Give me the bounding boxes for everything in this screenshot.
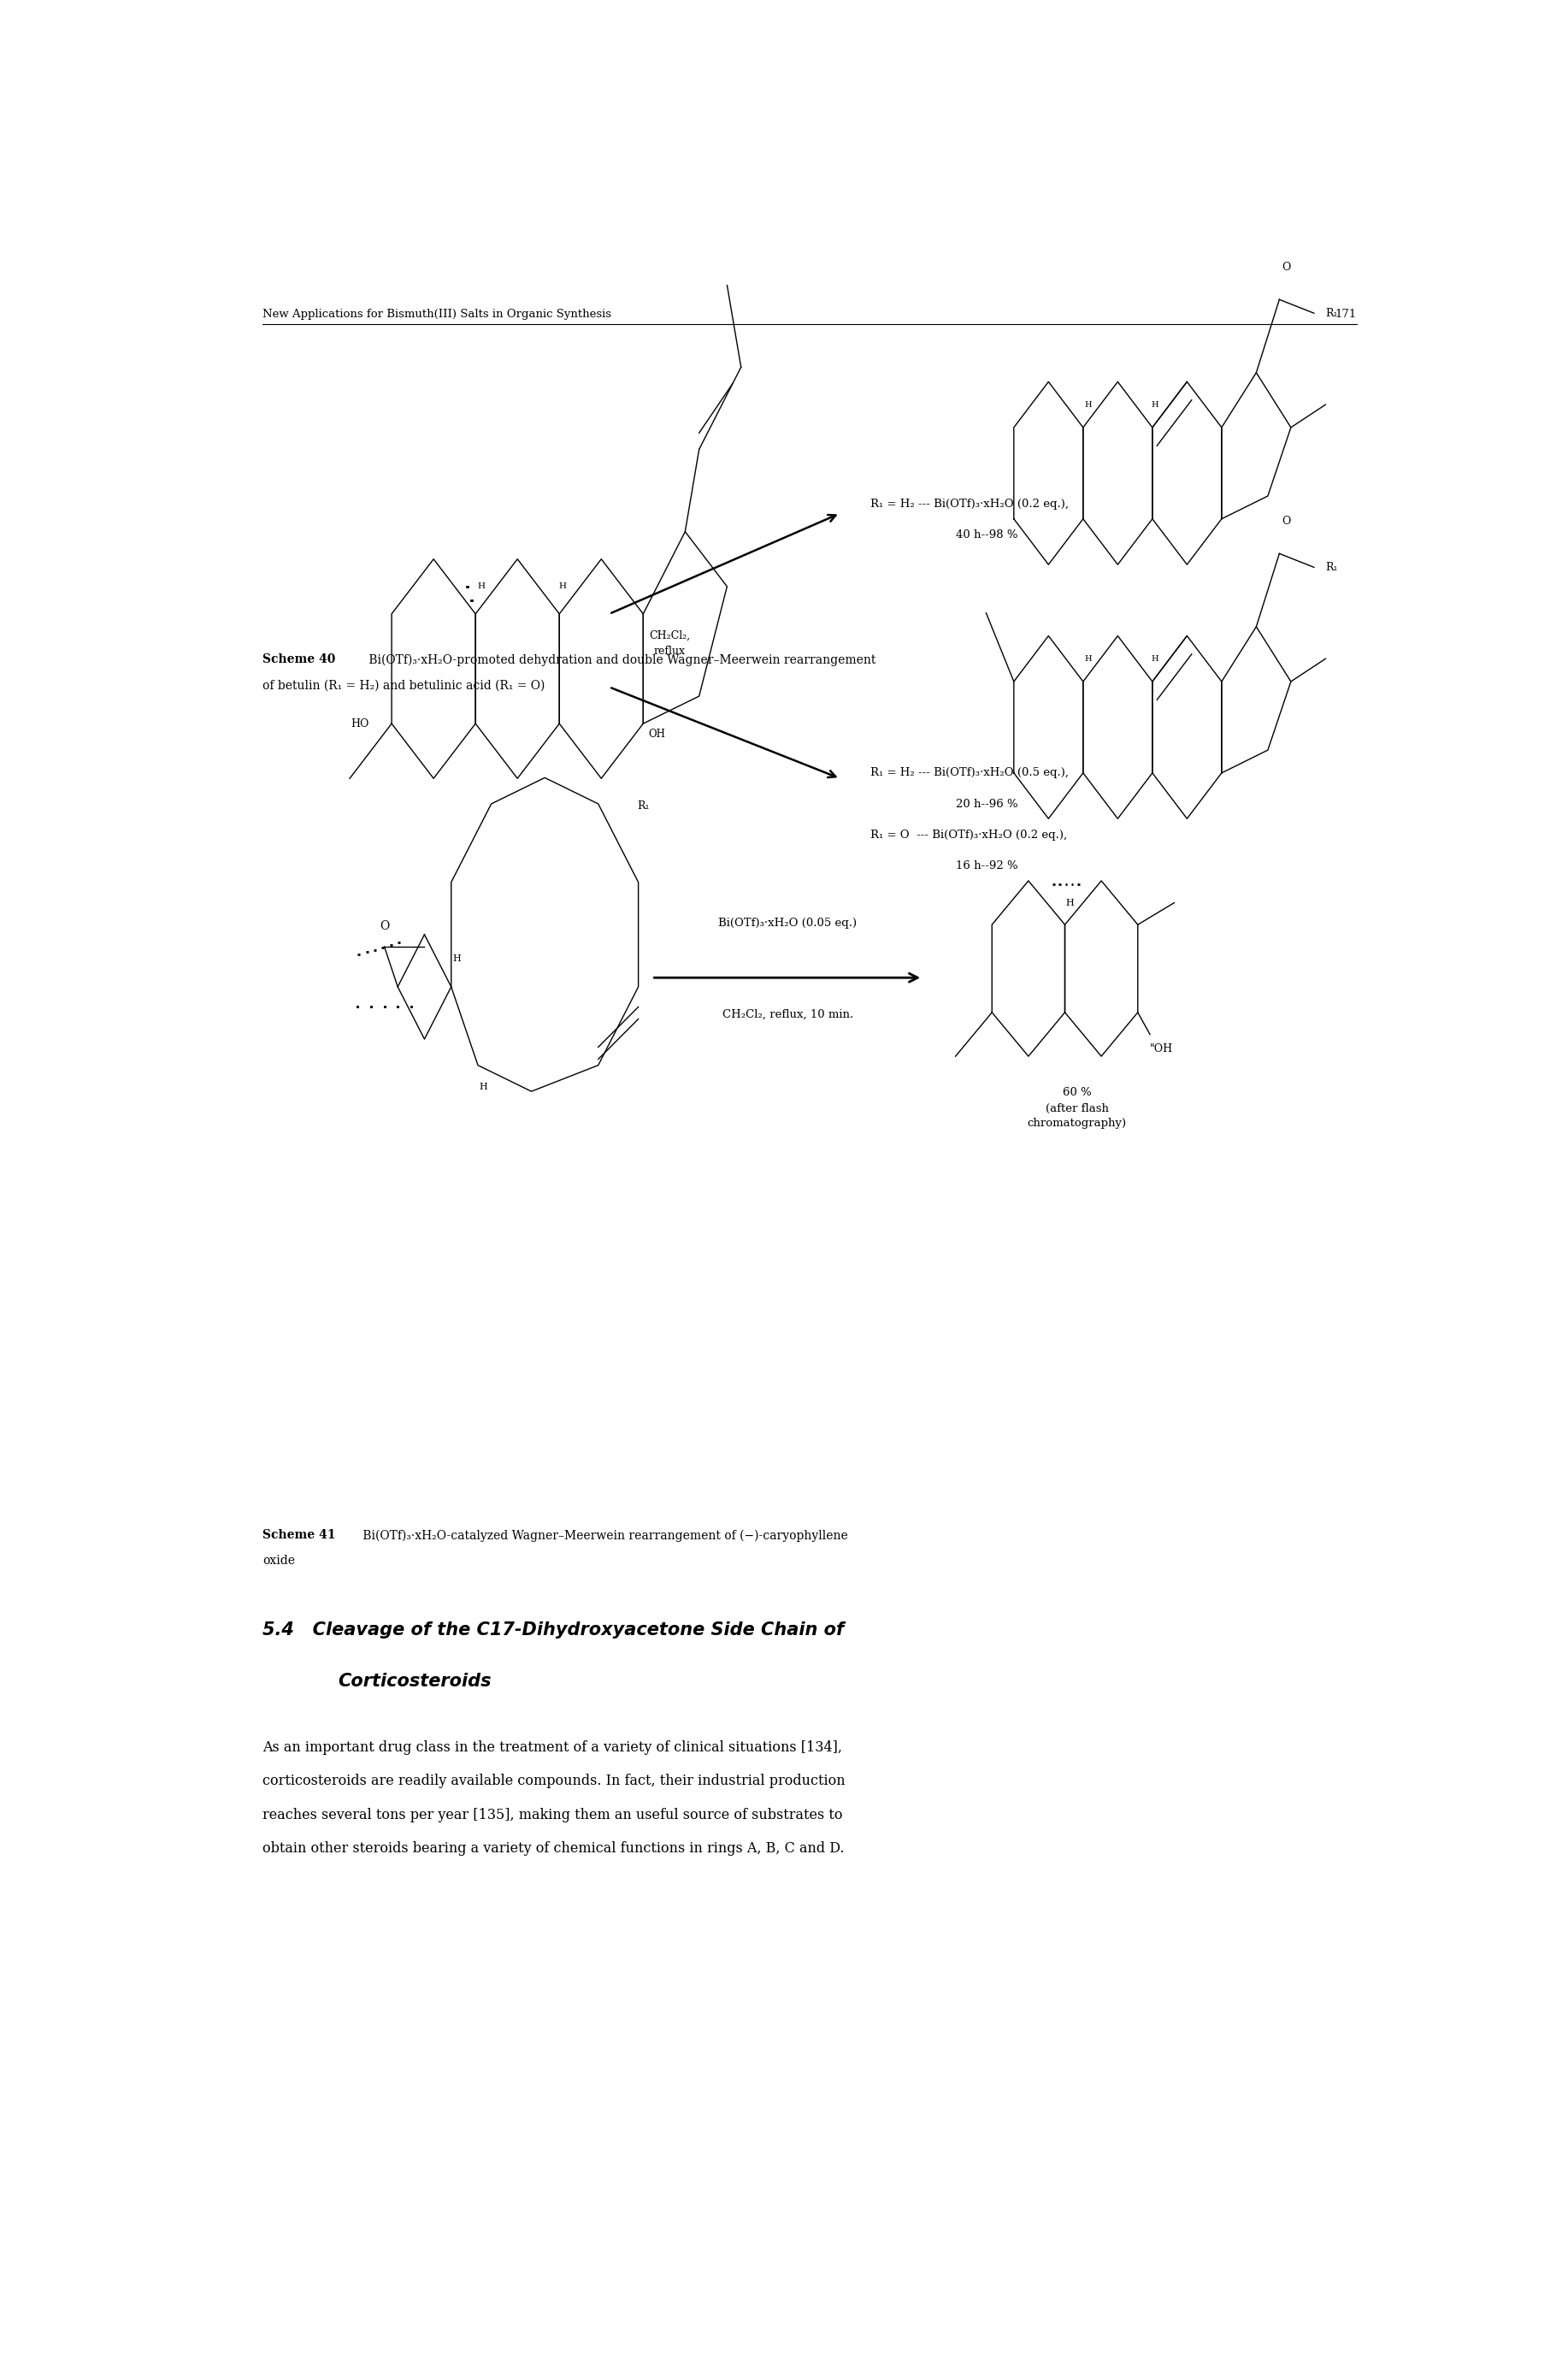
Text: 171: 171 xyxy=(1334,309,1356,320)
Text: 5.4   Cleavage of the C17-Dihydroxyacetone Side Chain of: 5.4 Cleavage of the C17-Dihydroxyacetone… xyxy=(263,1621,844,1638)
Text: Bi(OTf)₃·xH₂O-catalyzed Wagner–Meerwein rearrangement of (−)-caryophyllene: Bi(OTf)₃·xH₂O-catalyzed Wagner–Meerwein … xyxy=(359,1529,848,1541)
Text: H: H xyxy=(1083,655,1091,662)
Text: 20 h--96 %: 20 h--96 % xyxy=(955,798,1018,810)
Text: R₁ = O  --- Bi(OTf)₃·xH₂O (0.2 eq.),: R₁ = O --- Bi(OTf)₃·xH₂O (0.2 eq.), xyxy=(870,829,1068,840)
Text: R₁: R₁ xyxy=(1325,563,1338,572)
Text: R₁: R₁ xyxy=(1325,309,1338,318)
Text: H: H xyxy=(1083,401,1091,408)
Text: corticosteroids are readily available compounds. In fact, their industrial produ: corticosteroids are readily available co… xyxy=(263,1773,845,1788)
Text: H: H xyxy=(1151,655,1159,662)
Text: HO: HO xyxy=(351,717,370,729)
Text: New Applications for Bismuth(III) Salts in Organic Synthesis: New Applications for Bismuth(III) Salts … xyxy=(263,309,612,320)
Text: 40 h--98 %: 40 h--98 % xyxy=(955,529,1018,541)
Text: Corticosteroids: Corticosteroids xyxy=(339,1674,492,1690)
Text: CH₂Cl₂,
reflux: CH₂Cl₂, reflux xyxy=(649,629,690,658)
Text: reaches several tons per year [135], making them an useful source of substrates : reaches several tons per year [135], mak… xyxy=(263,1807,844,1823)
Text: Bi(OTf)₃·xH₂O-promoted dehydration and double Wagner–Meerwein rearrangement: Bi(OTf)₃·xH₂O-promoted dehydration and d… xyxy=(365,653,875,667)
Text: H: H xyxy=(1151,401,1159,408)
Text: H: H xyxy=(477,582,485,591)
Text: 60 %
(after flash
chromatography): 60 % (after flash chromatography) xyxy=(1027,1087,1127,1130)
Text: H: H xyxy=(1066,897,1074,907)
Text: Bi(OTf)₃·xH₂O (0.05 eq.): Bi(OTf)₃·xH₂O (0.05 eq.) xyxy=(718,916,858,928)
Text: OH: OH xyxy=(649,729,666,741)
Text: R₁ = H₂ --- Bi(OTf)₃·xH₂O (0.5 eq.),: R₁ = H₂ --- Bi(OTf)₃·xH₂O (0.5 eq.), xyxy=(870,767,1069,779)
Text: H: H xyxy=(558,582,566,591)
Text: obtain other steroids bearing a variety of chemical functions in rings A, B, C a: obtain other steroids bearing a variety … xyxy=(263,1842,845,1856)
Text: H: H xyxy=(480,1083,488,1092)
Text: of betulin (R₁ = H₂) and betulinic acid (R₁ = O): of betulin (R₁ = H₂) and betulinic acid … xyxy=(263,679,546,691)
Text: 16 h--92 %: 16 h--92 % xyxy=(955,862,1018,871)
Text: Scheme 41: Scheme 41 xyxy=(263,1529,336,1541)
Text: H: H xyxy=(453,954,461,964)
Text: As an important drug class in the treatment of a variety of clinical situations : As an important drug class in the treatm… xyxy=(263,1740,842,1754)
Text: oxide: oxide xyxy=(263,1555,295,1567)
Text: "OH: "OH xyxy=(1149,1045,1173,1054)
Text: R₁: R₁ xyxy=(638,800,651,812)
Text: O: O xyxy=(1283,515,1290,527)
Text: Scheme 40: Scheme 40 xyxy=(263,653,336,665)
Text: CH₂Cl₂, reflux, 10 min.: CH₂Cl₂, reflux, 10 min. xyxy=(723,1009,853,1021)
Text: O: O xyxy=(1283,261,1290,273)
Text: O: O xyxy=(379,921,389,933)
Text: R₁ = H₂ --- Bi(OTf)₃·xH₂O (0.2 eq.),: R₁ = H₂ --- Bi(OTf)₃·xH₂O (0.2 eq.), xyxy=(870,499,1069,510)
